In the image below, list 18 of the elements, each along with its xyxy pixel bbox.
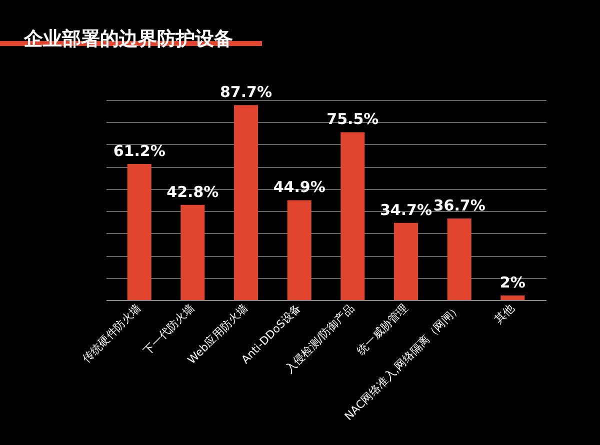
data-label: 42.8% (166, 182, 219, 201)
data-label: 36.7% (433, 196, 486, 214)
bar (394, 222, 418, 300)
data-label: 75.5% (326, 110, 379, 128)
bar (500, 296, 525, 300)
x-tick-label: 传统硬件防火墙 (80, 302, 144, 366)
data-label: 34.7% (380, 200, 432, 219)
x-tick-label: 其他 (492, 302, 517, 326)
bar (234, 105, 258, 300)
bar (180, 204, 205, 300)
data-label: 61.2% (113, 142, 166, 160)
bar (447, 218, 472, 300)
bar (340, 132, 365, 300)
data-label: 87.7% (220, 83, 272, 102)
bar (287, 200, 312, 300)
bar (127, 164, 152, 300)
data-label: 2% (500, 274, 526, 292)
data-label: 44.9% (273, 178, 326, 196)
